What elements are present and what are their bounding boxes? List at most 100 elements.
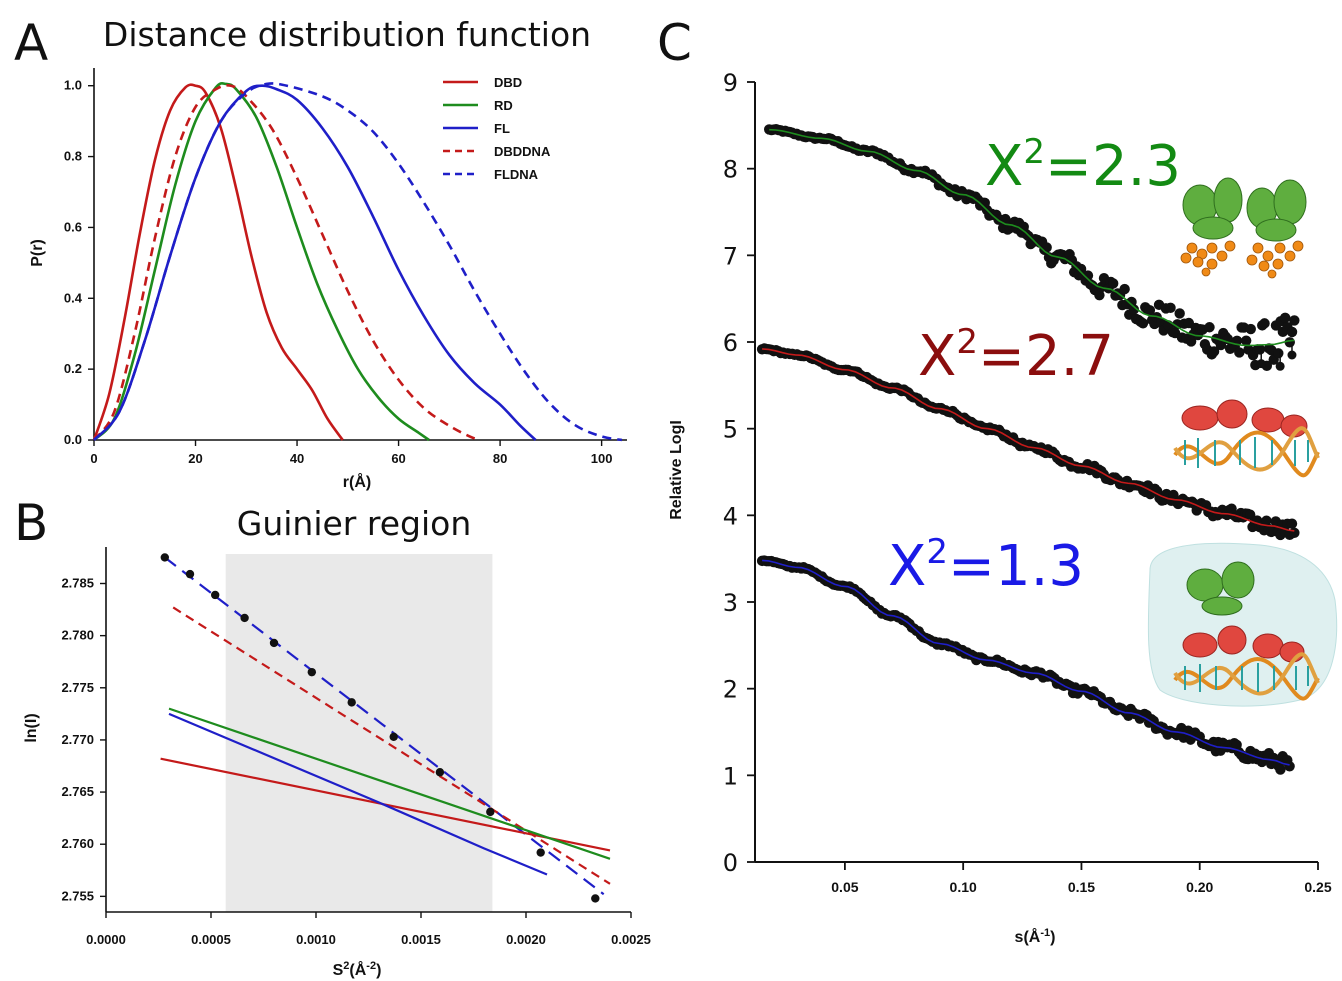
y-tick-label: 2.780 — [61, 628, 94, 643]
x-tick-label: 0.0015 — [401, 932, 441, 947]
chi2-label-bottom: X2=1.3 — [888, 532, 1084, 599]
panel-c-xlabel: s(Å-1) — [1015, 927, 1056, 946]
y-tick-label: 2.785 — [61, 576, 94, 591]
saxs-data-point — [1144, 305, 1156, 316]
guinier-data-point — [211, 590, 220, 600]
series-line-rd — [93, 81, 430, 442]
y-tick-label: 2.770 — [61, 732, 94, 747]
y-tick-label: 4 — [723, 502, 738, 530]
guinier-fit-line-green-solid — [168, 707, 611, 860]
panel-b-axes: 2.755 2.760 2.765 2.770 2.775 2.780 2.785 0.000… — [61, 547, 651, 947]
saxs-data-point — [1287, 350, 1297, 360]
guinier-data-point — [389, 732, 398, 741]
legend-label-rd: RD — [494, 98, 513, 113]
chi2-label-top: X2=2.3 — [985, 132, 1181, 199]
saxs-data-point — [1240, 335, 1252, 346]
guinier-data-point — [486, 807, 495, 817]
saxs-data-point — [1128, 304, 1140, 315]
saxs-fit-line-red — [762, 348, 1295, 532]
structure-fl-dna-envelope-image — [1147, 542, 1338, 707]
saxs-data-point — [1041, 242, 1052, 253]
panel-c-axes: 0 1 2 3 4 5 6 7 8 9 0.05 0.10 0.15 0.20 0.25 — [723, 69, 1332, 895]
panel-a-series — [92, 81, 623, 442]
saxs-data-point — [1119, 283, 1130, 295]
saxs-data-point — [1261, 515, 1272, 526]
saxs-data-point — [1204, 322, 1215, 333]
x-tick-label: 0.05 — [831, 879, 858, 895]
y-tick-label: 0.6 — [64, 219, 82, 234]
panel-a: A Distance distribution function P(r) r(… — [14, 14, 627, 491]
y-tick-label: 7 — [723, 242, 738, 270]
structure-rd-dimer-image — [1180, 177, 1307, 279]
saxs-data-point — [1289, 315, 1300, 326]
saxs-data-point — [1254, 344, 1266, 355]
panel-b-ylabel: ln(I) — [23, 713, 40, 742]
panel-b-shaded-region — [225, 554, 493, 912]
x-tick-label: 100 — [591, 451, 613, 466]
y-tick-label: 0.2 — [64, 361, 82, 376]
x-tick-label: 20 — [188, 451, 202, 466]
panel-b-xlabel: S2(Å-2) — [333, 960, 382, 979]
x-tick-label: 0.15 — [1068, 879, 1095, 895]
legend-label-dbd: DBD — [494, 75, 522, 90]
saxs-data-point — [1273, 348, 1284, 359]
saxs-data-point — [1165, 302, 1176, 314]
saxs-fit-line-green — [769, 128, 1295, 347]
saxs-data-point — [1107, 278, 1119, 289]
saxs-data-point — [1000, 213, 1011, 225]
saxs-data-point — [1286, 326, 1298, 338]
y-tick-label: 0 — [723, 849, 738, 877]
guinier-data-point — [240, 613, 249, 623]
saxs-data-point — [1275, 764, 1286, 775]
panel-a-xlabel: r(Å) — [343, 472, 371, 491]
y-tick-label: 2.755 — [61, 888, 94, 903]
y-tick-label: 1.0 — [64, 78, 82, 93]
series-line-dbddna — [92, 83, 481, 442]
panel-c-ylabel: Relative LogI — [668, 420, 685, 520]
panel-b-letter: B — [14, 494, 48, 552]
x-tick-label: 40 — [290, 451, 304, 466]
panel-a-legend: DBD RD FL DBDDNA FLDNA — [443, 75, 551, 182]
x-tick-label: 0.25 — [1304, 879, 1331, 895]
x-tick-label: 0.0025 — [611, 932, 651, 947]
y-tick-label: 6 — [723, 329, 738, 357]
guinier-data-point — [160, 553, 169, 562]
y-tick-label: 3 — [723, 589, 738, 617]
guinier-data-point — [591, 894, 600, 903]
saxs-data-point — [1082, 270, 1094, 281]
panel-b-title: Guinier region — [237, 504, 471, 543]
panel-c-letter: C — [657, 14, 692, 72]
y-tick-label: 9 — [723, 69, 738, 97]
saxs-data-point — [1284, 761, 1295, 772]
panel-b-points — [160, 553, 600, 903]
panel-a-title: Distance distribution function — [103, 15, 591, 54]
saxs-data-point — [1174, 308, 1185, 319]
x-tick-label: 0.0000 — [86, 932, 126, 947]
saxs-data-point — [1279, 312, 1291, 324]
panel-a-ylabel: P(r) — [29, 239, 46, 267]
y-tick-label: 2.760 — [61, 836, 94, 851]
x-tick-label: 80 — [493, 451, 507, 466]
guinier-shaded-band — [225, 554, 493, 912]
saxs-data-point — [1215, 339, 1227, 351]
chi2-label-middle: X2=2.7 — [918, 322, 1114, 389]
saxs-data-point — [1275, 361, 1285, 371]
panel-b: B Guinier region ln(I) S2(Å-2) 2.755 2.76… — [14, 494, 651, 979]
saxs-data-point — [1286, 518, 1298, 529]
saxs-data-point — [1245, 323, 1256, 335]
y-tick-label: 5 — [723, 416, 738, 444]
x-tick-label: 0.0010 — [296, 932, 336, 947]
panel-b-fit-lines — [160, 556, 611, 896]
saxs-data-point — [1234, 347, 1245, 358]
x-tick-label: 0.0005 — [191, 932, 231, 947]
y-tick-label: 2 — [723, 676, 738, 704]
guinier-fit-line-red-dashed — [172, 606, 611, 885]
panel-a-axes: 0.0 0.2 0.4 0.6 0.8 1.0 0 20 40 60 80 100 — [64, 68, 627, 466]
guinier-data-point — [435, 768, 445, 777]
y-tick-label: 0.4 — [64, 290, 83, 305]
x-tick-label: 0.0020 — [506, 932, 546, 947]
structure-dbd-dna-image — [1173, 399, 1320, 478]
y-tick-label: 0.0 — [64, 432, 82, 447]
guinier-data-point — [347, 698, 356, 707]
guinier-data-point — [536, 848, 545, 857]
